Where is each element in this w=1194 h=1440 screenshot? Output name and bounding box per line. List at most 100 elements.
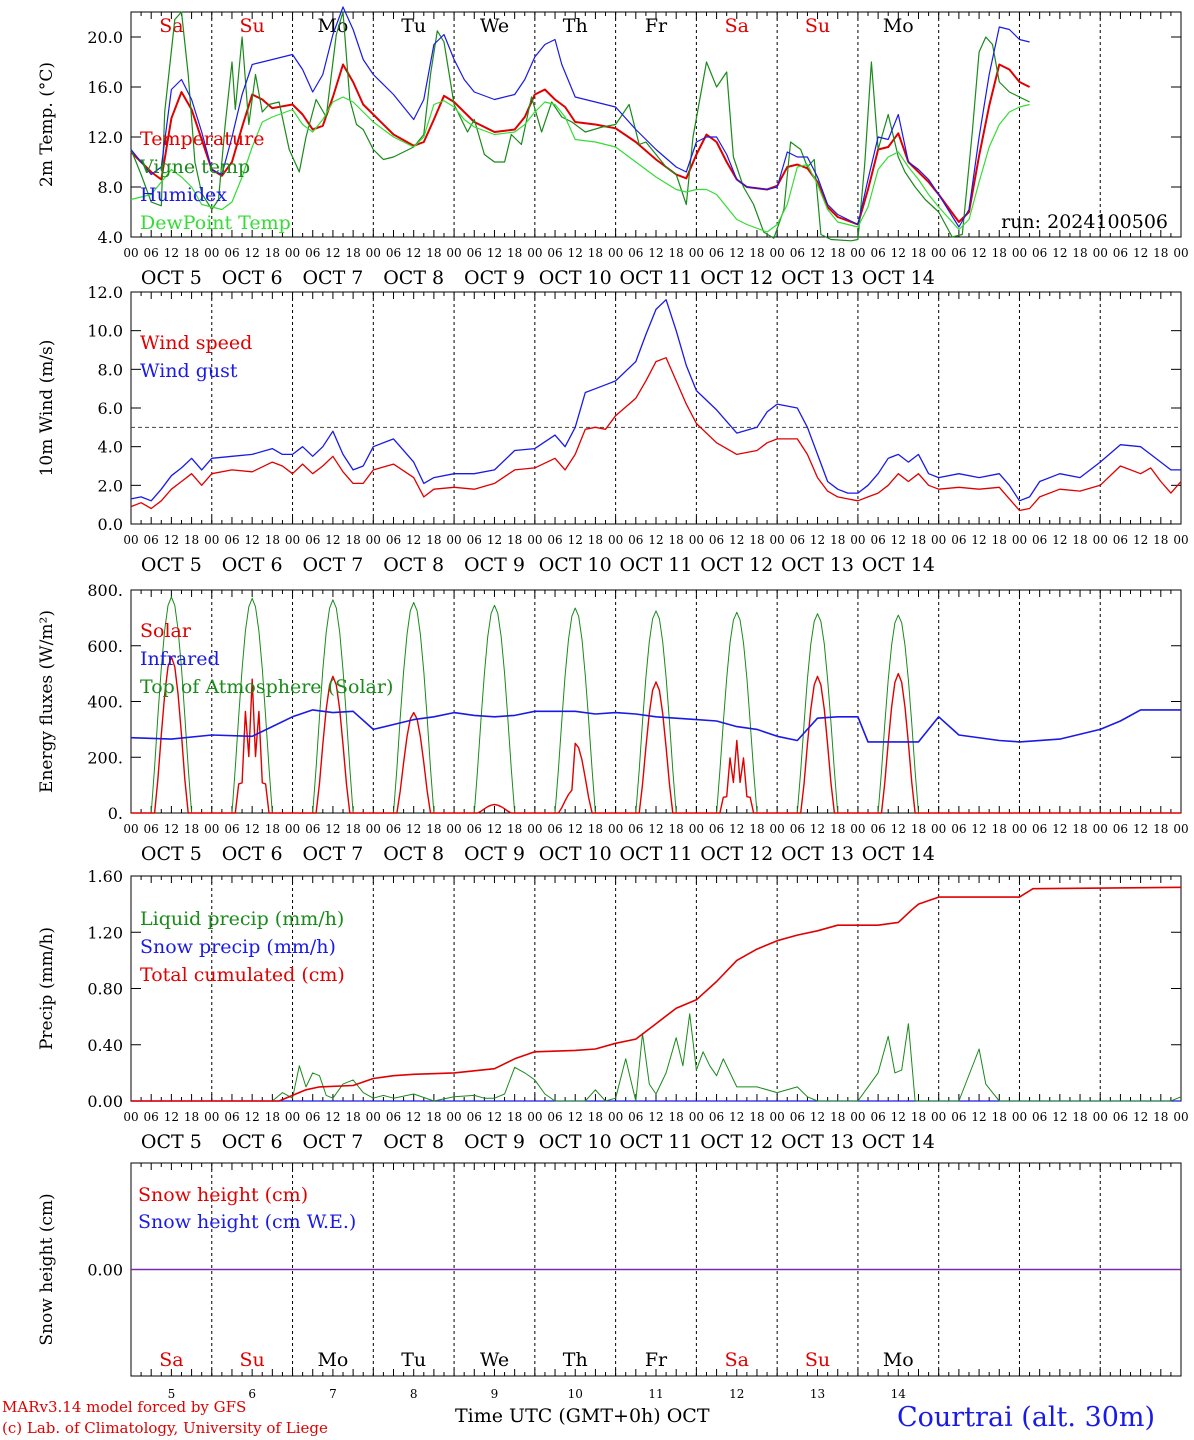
hour-tick-label: 18 [1153, 822, 1168, 836]
hour-tick-label: 12 [891, 533, 906, 547]
hour-tick-label: 18 [265, 1110, 280, 1124]
hour-tick-label: 12 [1052, 246, 1067, 260]
hour-tick-label: 06 [386, 1110, 401, 1124]
hour-tick-label: 06 [1113, 1110, 1128, 1124]
hour-tick-label: 06 [224, 1110, 239, 1124]
series-humidex [130, 6, 1030, 228]
hour-tick-label: 00 [1093, 822, 1108, 836]
hour-tick-label: 18 [830, 822, 845, 836]
hour-tick-label: 06 [790, 246, 805, 260]
hour-tick-label: 12 [245, 1110, 260, 1124]
hour-tick-label: 18 [669, 822, 684, 836]
hour-tick-label: 06 [790, 1110, 805, 1124]
y-axis-label: Energy fluxes (W/m²) [37, 610, 57, 793]
hour-tick-label: 00 [770, 533, 785, 547]
hour-tick-label: 18 [1072, 533, 1087, 547]
hour-tick-label: 12 [810, 1110, 825, 1124]
hour-tick-label: 12 [487, 1110, 502, 1124]
y-tick-label: 12.0 [87, 283, 123, 302]
hour-tick-label: 18 [911, 1110, 926, 1124]
hour-tick-label: 00 [689, 1110, 704, 1124]
series-wind-speed [130, 357, 1182, 512]
hour-tick-label: 18 [426, 1110, 441, 1124]
hour-tick-label: 00 [285, 1110, 300, 1124]
hour-tick-label: 12 [325, 533, 340, 547]
hour-tick-label: 06 [790, 533, 805, 547]
day-name: Fr [645, 15, 668, 37]
day-label: OCT 6 [222, 1131, 283, 1153]
day-label: OCT 10 [539, 1131, 612, 1153]
hour-tick-label: 00 [527, 246, 542, 260]
hour-tick-label: 00 [689, 533, 704, 547]
hour-tick-label: 00 [931, 246, 946, 260]
series-top-of-atmosphere-solar [131, 596, 1181, 814]
day-label: OCT 7 [302, 554, 363, 576]
hour-tick-label: 06 [547, 822, 562, 836]
legend-temperature: Temperature [140, 128, 264, 150]
hour-tick-label: 00 [204, 822, 219, 836]
hour-tick-label: 18 [830, 246, 845, 260]
hour-tick-label: 00 [1173, 533, 1188, 547]
day-label: OCT 6 [222, 843, 283, 865]
hour-tick-label: 18 [184, 533, 199, 547]
lab-credit: (c) Lab. of Climatology, University of L… [2, 1419, 328, 1437]
day-label: OCT 14 [862, 843, 935, 865]
day-label: OCT 10 [539, 267, 612, 289]
y-tick-label: 0.80 [87, 980, 123, 999]
series-dewpoint-temp [130, 96, 1030, 233]
hour-tick-label: 12 [568, 533, 583, 547]
day-label: OCT 5 [141, 1131, 202, 1153]
day-label: OCT 9 [464, 843, 525, 865]
hour-tick-label: 18 [669, 533, 684, 547]
hour-tick-label: 12 [406, 1110, 421, 1124]
hour-tick-label: 00 [1012, 1110, 1027, 1124]
day-label: OCT 12 [700, 267, 773, 289]
hour-tick-label: 06 [305, 246, 320, 260]
hour-tick-label: 06 [709, 1110, 724, 1124]
hour-tick-label: 06 [870, 822, 885, 836]
day-label: OCT 7 [302, 843, 363, 865]
run-annotation: run: 2024100506 [1001, 211, 1168, 233]
y-axis-label: 2m Temp. (°C) [37, 62, 57, 187]
hour-tick-label: 06 [709, 822, 724, 836]
hour-tick-label: 00 [285, 822, 300, 836]
hour-tick-label: 00 [446, 1110, 461, 1124]
day-label: OCT 14 [862, 267, 935, 289]
y-axis-label: Snow height (cm) [37, 1193, 57, 1345]
hour-tick-label: 00 [285, 246, 300, 260]
hour-tick-label: 00 [366, 822, 381, 836]
hour-tick-label: 18 [345, 822, 360, 836]
hour-tick-label: 06 [1032, 822, 1047, 836]
hour-tick-label: 18 [911, 533, 926, 547]
hour-tick-label: 00 [689, 246, 704, 260]
hour-tick-label: 18 [992, 533, 1007, 547]
hour-tick-label: 18 [588, 822, 603, 836]
hour-tick-label: 12 [568, 822, 583, 836]
hour-tick-label: 12 [245, 533, 260, 547]
hour-tick-label: 00 [770, 1110, 785, 1124]
hour-tick-label: 06 [224, 822, 239, 836]
hour-tick-label: 12 [487, 533, 502, 547]
hour-tick-label: 06 [709, 533, 724, 547]
y-axis-label: 10m Wind (m/s) [37, 340, 57, 477]
hour-tick-label: 00 [1173, 1110, 1188, 1124]
hour-tick-label: 12 [325, 822, 340, 836]
day-label: OCT 12 [700, 1131, 773, 1153]
hour-tick-label: 00 [204, 533, 219, 547]
hour-tick-label: 12 [164, 1110, 179, 1124]
hour-tick-label: 06 [951, 1110, 966, 1124]
hour-tick-label: 18 [345, 246, 360, 260]
hour-tick-label: 00 [366, 533, 381, 547]
hour-tick-label: 18 [1153, 1110, 1168, 1124]
hour-tick-label: 00 [1093, 533, 1108, 547]
y-tick-label: 2.0 [98, 476, 123, 495]
day-label: OCT 14 [862, 1131, 935, 1153]
day-name: Th [563, 15, 588, 37]
day-label: OCT 11 [619, 267, 692, 289]
hour-tick-label: 00 [608, 822, 623, 836]
hour-tick-label: 00 [204, 1110, 219, 1124]
hour-tick-label: 06 [951, 533, 966, 547]
legend-snow-height-cm-: Snow height (cm) [138, 1184, 308, 1206]
hour-tick-label: 00 [123, 533, 138, 547]
hour-tick-label: 00 [608, 533, 623, 547]
